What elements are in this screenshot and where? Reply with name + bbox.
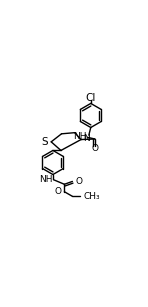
Text: O: O [75, 177, 82, 186]
Text: NH: NH [39, 175, 52, 184]
Text: O: O [54, 187, 62, 196]
Text: N: N [83, 134, 90, 143]
Text: CH₃: CH₃ [83, 192, 100, 201]
Text: O: O [91, 144, 98, 153]
Text: Cl: Cl [86, 93, 96, 103]
Text: NH: NH [73, 132, 87, 141]
Text: S: S [42, 137, 48, 147]
